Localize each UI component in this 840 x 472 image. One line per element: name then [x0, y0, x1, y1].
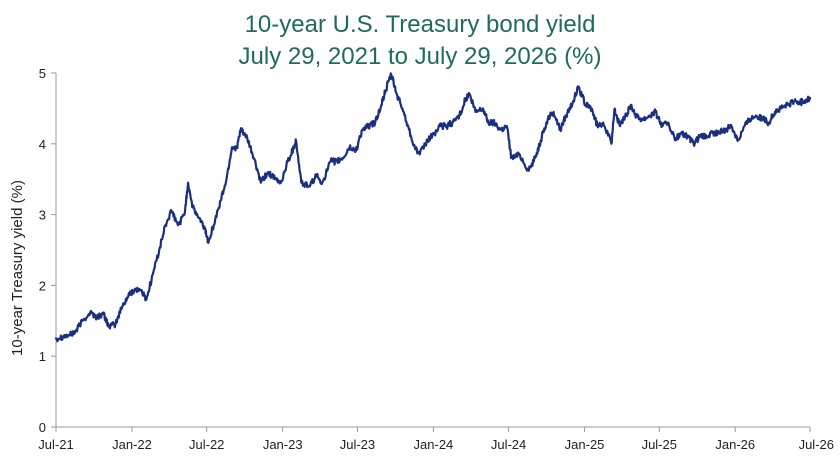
x-tick-label: Jan-24 [414, 437, 454, 452]
x-tick-label: Jan-22 [112, 437, 152, 452]
y-tick-label: 4 [39, 137, 46, 152]
x-tick-label: Jul-25 [642, 437, 677, 452]
x-tick-label: Jan-26 [715, 437, 755, 452]
x-tick-label: Jul-21 [38, 437, 73, 452]
x-tick-label: Jul-24 [491, 437, 526, 452]
x-tick-label: Jul-22 [189, 437, 224, 452]
y-axis-title: 10-year Treasury yield (%) [9, 180, 26, 356]
series-line-yield [54, 72, 812, 343]
x-tick-label: Jul-23 [340, 437, 375, 452]
y-tick-label: 5 [39, 66, 46, 81]
y-tick-label: 0 [39, 420, 46, 435]
x-tick-label: Jan-23 [263, 437, 303, 452]
chart-subtitle: July 29, 2021 to July 29, 2026 (%) [238, 43, 602, 70]
x-tick-label: Jan-25 [565, 437, 605, 452]
chart-title: 10-year U.S. Treasury bond yield [244, 11, 596, 38]
y-tick-label: 3 [39, 208, 46, 223]
x-tick-label: Jul-26 [799, 437, 834, 452]
y-tick-label: 2 [39, 278, 46, 293]
y-tick-label: 1 [39, 349, 46, 364]
